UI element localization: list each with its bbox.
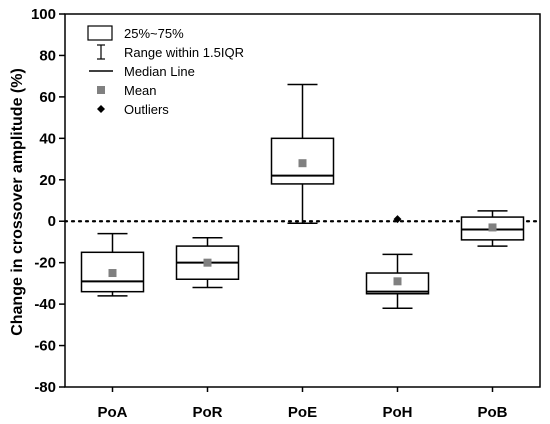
y-tick-label: 100: [31, 6, 56, 23]
x-tick-label: PoB: [478, 404, 508, 421]
y-tick-label: -80: [34, 379, 56, 396]
y-tick-label: 0: [48, 213, 56, 230]
legend-label: Range within 1.5IQR: [124, 45, 244, 60]
mean-marker: [203, 258, 212, 267]
y-tick-label: 20: [39, 172, 56, 189]
mean-marker: [488, 223, 497, 232]
plot-frame: [64, 13, 541, 388]
outlier-marker: [393, 215, 402, 224]
y-tick-label: 60: [39, 89, 56, 106]
legend-label: Outliers: [124, 102, 169, 117]
plot-area: -80 -60 -40 -20 0 20 40 60 80 100 PoA PoR PoE PoH PoB 2…: [31, 6, 542, 421]
legend-label: Mean: [124, 83, 157, 98]
y-tick-label: 40: [39, 130, 56, 147]
mean-marker: [108, 269, 117, 278]
x-tick-label: PoH: [383, 404, 413, 421]
y-tick-label: -20: [34, 255, 56, 272]
y-tick-label: -60: [34, 338, 56, 355]
legend-mean-symbol: [97, 86, 105, 94]
y-tick-label: -40: [34, 296, 56, 313]
mean-marker: [298, 159, 307, 168]
x-tick-label: PoR: [193, 404, 223, 421]
legend-box-symbol: [87, 25, 113, 41]
y-axis-title: Change in crossover amplitude (%): [9, 68, 26, 336]
legend-label: 25%~75%: [124, 26, 184, 41]
legend-outlier-symbol: [97, 105, 105, 113]
y-tick-label: 80: [39, 47, 56, 64]
legend-label: Median Line: [124, 64, 195, 79]
x-tick-label: PoA: [98, 404, 128, 421]
x-tick-label: PoE: [288, 404, 317, 421]
mean-marker: [393, 277, 402, 286]
